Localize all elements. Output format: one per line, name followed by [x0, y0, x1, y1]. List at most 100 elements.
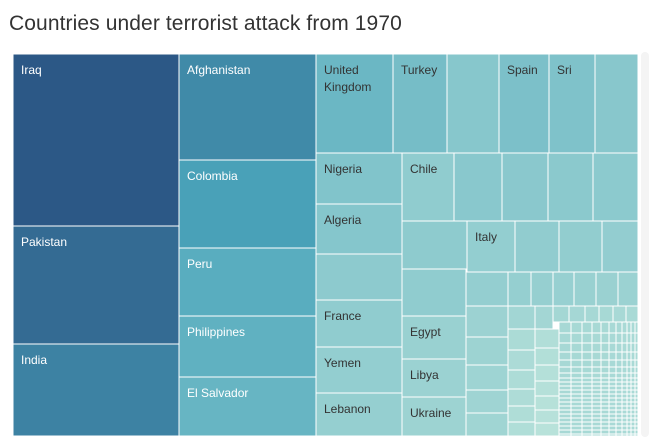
treemap-cell[interactable] [591, 342, 602, 353]
treemap-cell[interactable] [634, 433, 639, 437]
treemap-cell[interactable] [630, 421, 636, 427]
treemap-cell[interactable] [621, 417, 628, 423]
treemap-cell[interactable] [621, 429, 628, 435]
treemap-cell[interactable] [600, 351, 610, 361]
treemap-cell[interactable] [591, 393, 602, 399]
treemap-cell[interactable] [630, 429, 636, 435]
treemap-cell[interactable] [591, 405, 602, 411]
treemap-cell[interactable] [465, 271, 509, 307]
treemap-cell[interactable] [634, 389, 639, 395]
treemap-cell[interactable] [600, 393, 610, 399]
treemap-cell[interactable] [591, 377, 602, 383]
treemap-cell[interactable] [608, 385, 617, 391]
treemap-cell[interactable] [615, 409, 623, 415]
treemap-cell[interactable] [630, 389, 636, 395]
treemap-cell[interactable] [581, 321, 593, 334]
treemap-cell[interactable] [591, 413, 602, 419]
treemap-cell[interactable] [581, 401, 593, 407]
cell-algeria[interactable] [315, 203, 403, 255]
treemap-cell[interactable] [630, 433, 636, 437]
treemap-cell[interactable] [507, 349, 536, 371]
treemap-cell[interactable] [595, 271, 619, 307]
treemap-cell[interactable] [600, 332, 610, 344]
treemap-cell[interactable] [608, 425, 617, 431]
treemap-cell[interactable] [558, 351, 572, 361]
treemap-cell[interactable] [615, 397, 623, 403]
treemap-cell[interactable] [401, 268, 467, 317]
treemap-cell[interactable] [634, 417, 639, 423]
treemap-cell[interactable] [626, 417, 632, 423]
treemap-cell[interactable] [621, 385, 628, 391]
treemap-cell[interactable] [626, 342, 632, 353]
treemap-cell[interactable] [630, 351, 636, 361]
cell-united-kingdom[interactable] [315, 53, 394, 154]
treemap-cell[interactable] [581, 433, 593, 437]
treemap-cell[interactable] [630, 366, 636, 374]
treemap-cell[interactable] [600, 413, 610, 419]
treemap-cell[interactable] [465, 389, 509, 414]
treemap-cell[interactable] [608, 421, 617, 427]
treemap-cell[interactable] [621, 401, 628, 407]
treemap-cell[interactable] [558, 401, 572, 407]
treemap-cell[interactable] [615, 332, 623, 344]
treemap-cell[interactable] [446, 53, 500, 154]
treemap-cell[interactable] [558, 342, 572, 353]
treemap-cell[interactable] [608, 381, 617, 387]
treemap-cell[interactable] [558, 413, 572, 419]
treemap-cell[interactable] [591, 366, 602, 374]
treemap-cell[interactable] [558, 389, 572, 395]
treemap-cell[interactable] [617, 271, 639, 307]
treemap-cell[interactable] [621, 366, 628, 374]
treemap-cell[interactable] [608, 342, 617, 353]
treemap-cell[interactable] [608, 359, 617, 368]
treemap-cell[interactable] [600, 433, 610, 437]
treemap-cell[interactable] [621, 332, 628, 344]
treemap-cell[interactable] [581, 393, 593, 399]
treemap-cell[interactable] [581, 389, 593, 395]
treemap-cell[interactable] [507, 328, 536, 351]
treemap-cell[interactable] [581, 359, 593, 368]
treemap-cell[interactable] [558, 421, 572, 427]
treemap-cell[interactable] [570, 425, 583, 431]
treemap-cell[interactable] [608, 397, 617, 403]
treemap-cell[interactable] [608, 409, 617, 415]
treemap-cell[interactable] [568, 305, 586, 323]
treemap-cell[interactable] [608, 389, 617, 395]
treemap-cell[interactable] [634, 351, 639, 361]
treemap-cell[interactable] [634, 372, 639, 379]
treemap-cell[interactable] [621, 397, 628, 403]
treemap-cell[interactable] [570, 393, 583, 399]
treemap-cell[interactable] [615, 366, 623, 374]
treemap-cell[interactable] [507, 271, 532, 307]
treemap-cell[interactable] [558, 372, 572, 379]
treemap-cell[interactable] [621, 409, 628, 415]
treemap-cell[interactable] [615, 421, 623, 427]
treemap-cell[interactable] [608, 372, 617, 379]
treemap-cell[interactable] [615, 381, 623, 387]
treemap-cell[interactable] [465, 364, 509, 391]
treemap-cell[interactable] [600, 425, 610, 431]
treemap-cell[interactable] [600, 417, 610, 423]
treemap-cell[interactable] [626, 413, 632, 419]
treemap-cell[interactable] [581, 366, 593, 374]
treemap-cell[interactable] [621, 372, 628, 379]
treemap-cell[interactable] [570, 332, 583, 344]
treemap-cell[interactable] [570, 366, 583, 374]
treemap-cell[interactable] [401, 220, 468, 270]
treemap-cell[interactable] [581, 342, 593, 353]
treemap-cell[interactable] [591, 372, 602, 379]
treemap-cell[interactable] [570, 342, 583, 353]
treemap-cell[interactable] [625, 305, 639, 323]
treemap-cell[interactable] [591, 425, 602, 431]
treemap-cell[interactable] [558, 425, 572, 431]
treemap-cell[interactable] [608, 377, 617, 383]
treemap-cell[interactable] [634, 377, 639, 383]
treemap-cell[interactable] [558, 220, 603, 273]
treemap-cell[interactable] [630, 401, 636, 407]
treemap-cell[interactable] [558, 433, 572, 437]
treemap-cell[interactable] [600, 377, 610, 383]
treemap-cell[interactable] [558, 417, 572, 423]
treemap-cell[interactable] [626, 425, 632, 431]
treemap-cell[interactable] [626, 401, 632, 407]
treemap-cell[interactable] [626, 405, 632, 411]
